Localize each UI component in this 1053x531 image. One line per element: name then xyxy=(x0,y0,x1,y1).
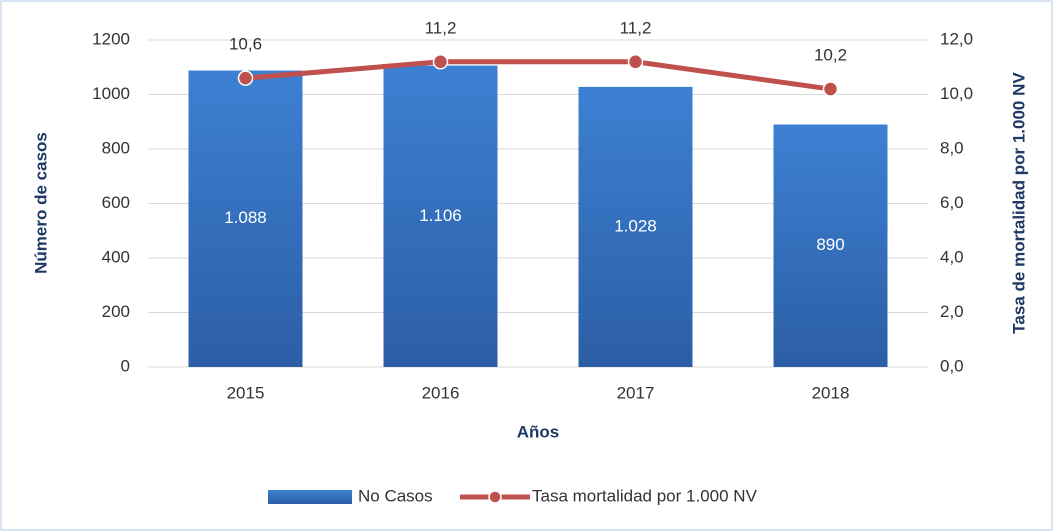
x-tick-label: 2017 xyxy=(617,383,655,402)
bar-value-label: 1.028 xyxy=(614,216,657,235)
y2-tick-label: 8,0 xyxy=(940,138,964,157)
bar xyxy=(383,65,498,368)
line-value-label: 11,2 xyxy=(620,18,652,37)
y2-tick-label: 0,0 xyxy=(940,356,964,375)
bar-value-label: 890 xyxy=(816,235,844,254)
bar xyxy=(773,124,888,367)
line-marker xyxy=(237,70,254,86)
y2-tick-label: 4,0 xyxy=(940,247,964,266)
y-tick-label: 400 xyxy=(102,247,130,266)
x-axis-title: Años xyxy=(517,422,560,441)
bar-value-label: 1.088 xyxy=(224,208,267,227)
y-axis-title: Número de casos xyxy=(31,132,50,274)
x-tick-label: 2016 xyxy=(422,383,460,402)
legend-label: No Casos xyxy=(358,486,433,505)
line-value-label: 10,6 xyxy=(229,35,262,54)
y2-axis-title: Tasa de mortalidad por 1.000 NV xyxy=(1009,72,1028,334)
bar-value-label: 1.106 xyxy=(419,206,462,225)
y-tick-label: 200 xyxy=(102,302,130,321)
y-tick-label: 1000 xyxy=(92,84,130,103)
y2-tick-label: 10,0 xyxy=(940,84,973,103)
y2-tick-label: 6,0 xyxy=(940,193,964,212)
line-marker xyxy=(627,54,644,70)
bar xyxy=(188,70,303,368)
legend-label: Tasa mortalidad por 1.000 NV xyxy=(532,486,758,505)
y-tick-label: 0 xyxy=(121,356,130,375)
line-value-label: 10,2 xyxy=(814,46,847,65)
x-tick-label: 2015 xyxy=(227,383,265,402)
bar xyxy=(578,86,693,368)
y2-tick-label: 2,0 xyxy=(940,302,964,321)
line xyxy=(245,59,831,92)
y-tick-label: 800 xyxy=(102,138,130,157)
y-tick-label: 1200 xyxy=(92,29,130,48)
line-marker xyxy=(822,81,839,97)
line-value-label: 11,2 xyxy=(425,18,457,37)
x-tick-label: 2018 xyxy=(812,383,850,402)
y2-tick-label: 12,0 xyxy=(940,29,973,48)
line-marker xyxy=(432,54,449,70)
y-tick-label: 600 xyxy=(102,193,130,212)
legend-swatch xyxy=(268,490,352,504)
legend-swatch xyxy=(488,490,502,504)
